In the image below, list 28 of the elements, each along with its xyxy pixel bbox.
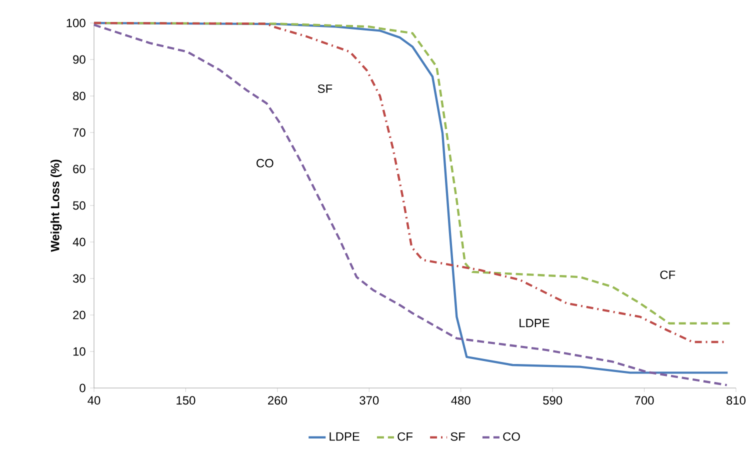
y-axis-title: Weight Loss (%)	[50, 160, 62, 252]
y-tick-label: 20	[73, 310, 86, 320]
y-tick-label: 100	[66, 18, 86, 28]
y-tick-label: 70	[73, 128, 86, 137]
y-tick-label: 50	[73, 201, 86, 210]
y-tick-label: 90	[73, 55, 86, 64]
legend-label: CO	[503, 432, 520, 441]
x-tick-label: 150	[176, 396, 196, 405]
x-tick-label: 590	[543, 396, 562, 405]
x-tick-label: 40	[88, 396, 100, 405]
y-tick-label: 40	[72, 238, 86, 246]
x-tick-label: 260	[268, 396, 287, 405]
y-tick-label: 80	[73, 92, 86, 100]
legend-label: SF	[450, 432, 465, 441]
annotation: CF	[660, 270, 676, 280]
x-tick-label: 810	[726, 396, 746, 405]
annotation: SF	[318, 84, 332, 93]
y-tick-label: 60	[73, 164, 86, 174]
y-tick-label: 0	[80, 384, 86, 392]
x-tick-label: 480	[451, 396, 470, 405]
legend-label: CF	[398, 432, 413, 441]
y-tick-label: 10	[73, 347, 86, 356]
y-tick-label: 30	[72, 274, 86, 283]
annotation: CO	[256, 158, 274, 168]
x-tick-label: 700	[634, 396, 654, 405]
legend-label: LDPE	[330, 432, 360, 441]
x-tick-label: 370	[360, 396, 379, 405]
annotation: LDPE	[520, 318, 550, 328]
